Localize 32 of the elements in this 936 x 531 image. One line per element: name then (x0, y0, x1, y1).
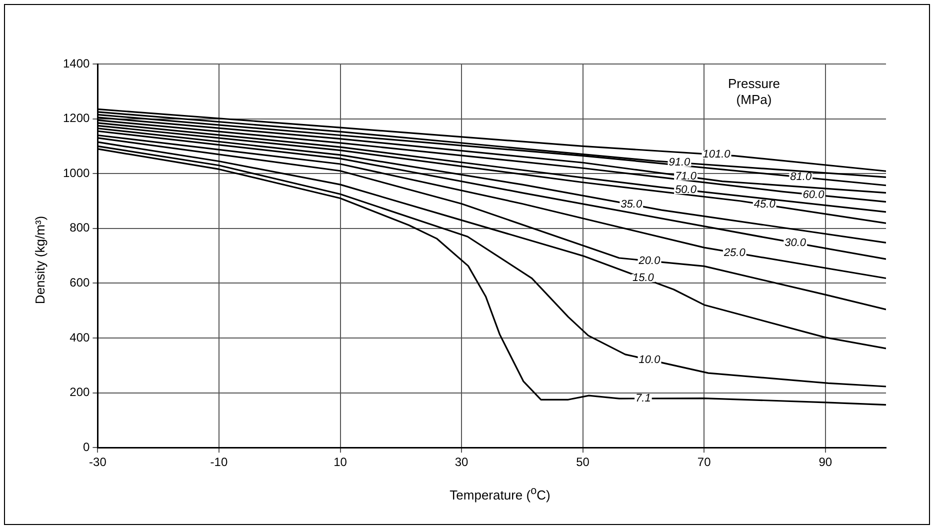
y-tick-label: 1000 (62, 166, 90, 180)
y-tick-label: 1400 (62, 56, 90, 70)
x-axis-title: Temperature ($^{o}$C) (448, 485, 552, 502)
series-label: 10.0 (638, 354, 662, 366)
series-label: 81.0 (790, 171, 812, 184)
series-label: 15.0 (632, 272, 655, 284)
x-tick-label: 90 (818, 455, 832, 470)
y-axis-title: Density (kg/m³) (32, 216, 48, 304)
x-tick-label: 30 (454, 455, 469, 470)
series-label: 35.0 (620, 198, 643, 211)
series-label: 101.0 (702, 148, 732, 161)
x-tick-label: -30 (89, 455, 107, 470)
y-tick-label: 200 (70, 385, 90, 400)
series-label: 71.0 (675, 170, 698, 182)
y-tick-label: 600 (70, 276, 90, 290)
x-tick-label: 50 (576, 455, 590, 470)
series-label: 91.0 (668, 156, 692, 169)
series-label: 45.0 (754, 198, 776, 211)
series-label: 60.0 (802, 188, 826, 201)
y-tick-label: 0 (83, 440, 90, 454)
series-label: 50.0 (675, 184, 698, 196)
x-tick-label: 10 (334, 455, 348, 470)
y-tick-label: 800 (70, 220, 90, 235)
y-tick-label: 400 (70, 330, 90, 344)
series-label: 7.1 (636, 392, 651, 405)
series-label: 20.0 (638, 254, 662, 267)
y-tick-label: 1200 (62, 111, 90, 126)
series-label: 25.0 (722, 246, 746, 259)
x-tick-label: 70 (697, 455, 712, 470)
series-label: 30.0 (784, 236, 807, 249)
x-tick-label: -10 (210, 455, 228, 470)
legend-title: Pressure (MPa) (714, 76, 794, 108)
